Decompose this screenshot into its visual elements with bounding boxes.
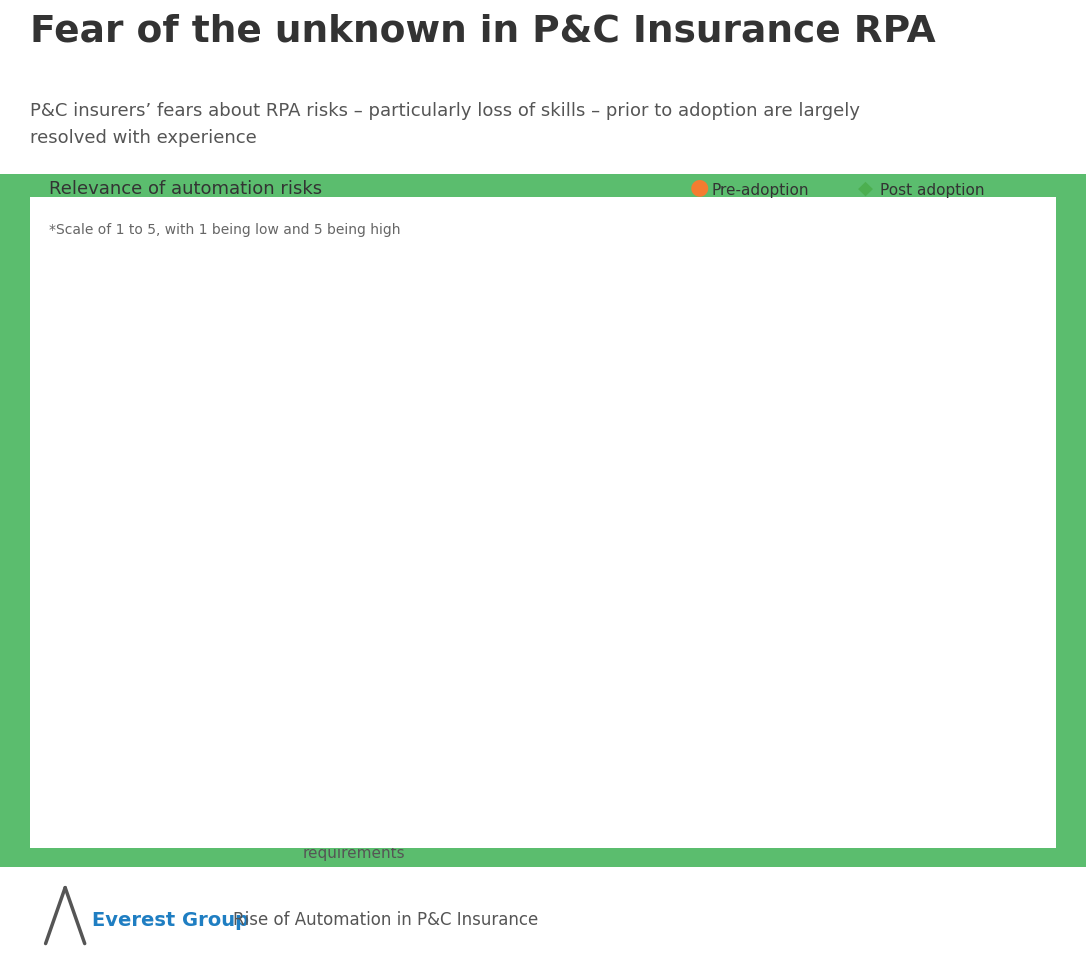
Text: ●: ●: [690, 177, 709, 198]
Point: [498, 458, 516, 474]
Text: Rise of Automation in P&C Insurance: Rise of Automation in P&C Insurance: [233, 911, 539, 929]
Text: Fear of the unknown in P&C Insurance RPA: Fear of the unknown in P&C Insurance RPA: [30, 14, 936, 49]
Point: [958, 537, 975, 552]
Point: [345, 679, 363, 695]
Point: [498, 695, 516, 710]
Point: [652, 558, 669, 574]
Text: Pre-adoption: Pre-adoption: [711, 183, 809, 198]
Point: [958, 526, 975, 542]
Point: [192, 519, 210, 535]
Text: Post adoption: Post adoption: [880, 183, 984, 198]
Text: P&C insurers’ fears about RPA risks – particularly loss of skills – prior to ado: P&C insurers’ fears about RPA risks – pa…: [30, 102, 860, 146]
Point: [345, 539, 363, 554]
Point: [805, 529, 822, 545]
Text: ◆: ◆: [858, 178, 873, 198]
Y-axis label: Relevance of risks*: Relevance of risks*: [80, 448, 96, 594]
Point: [192, 578, 210, 593]
Point: [652, 679, 669, 695]
Text: Relevance of automation risks: Relevance of automation risks: [49, 179, 321, 198]
Text: Everest Group: Everest Group: [92, 911, 250, 929]
Text: *Scale of 1 to 5, with 1 being low and 5 being high: *Scale of 1 to 5, with 1 being low and 5…: [49, 223, 401, 236]
Point: [805, 593, 822, 609]
